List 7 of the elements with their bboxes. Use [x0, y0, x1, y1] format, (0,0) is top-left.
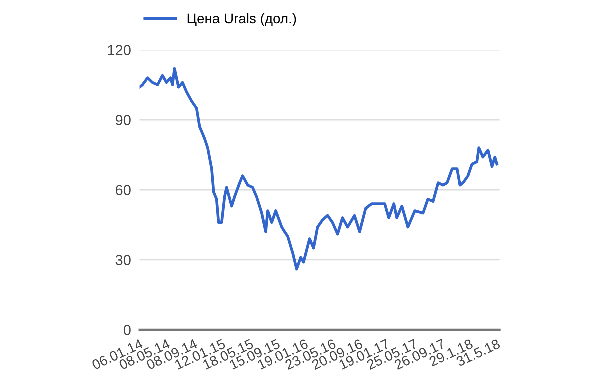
y-tick-label: 60 [116, 185, 131, 196]
legend-label: Цена Urals (дол.) [188, 13, 296, 26]
y-tick-label: 30 [116, 255, 131, 266]
y-tick-label: 90 [116, 115, 131, 126]
y-tick-label: 120 [108, 45, 131, 56]
line-series [140, 67, 499, 271]
y-tick-label: 0 [124, 325, 131, 336]
